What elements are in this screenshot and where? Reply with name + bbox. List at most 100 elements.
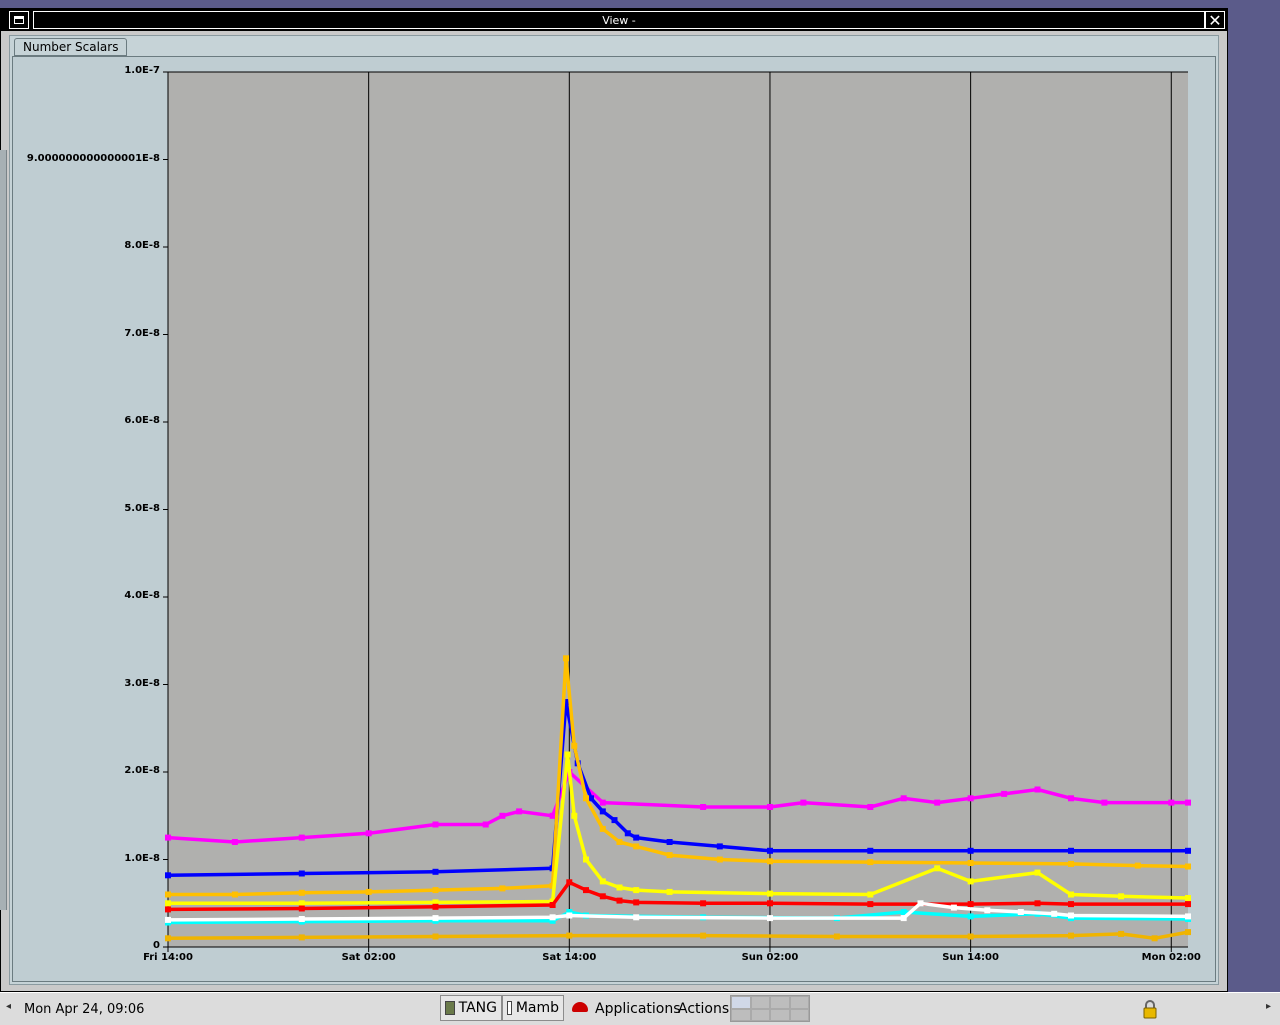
series-2-point — [633, 843, 639, 849]
workspace-pager[interactable] — [730, 995, 810, 1022]
series-0-point — [1035, 787, 1041, 793]
series-2-point — [165, 892, 171, 898]
applications-menu[interactable]: Applications — [595, 1001, 681, 1017]
window-menu-button[interactable] — [9, 11, 29, 29]
plot-area — [168, 72, 1188, 947]
series-3-point — [617, 885, 623, 891]
series-6-point — [767, 915, 773, 921]
series-2-point — [299, 890, 305, 896]
series-3-point — [633, 887, 639, 893]
y-tick-label: 7.0E-8 — [0, 328, 160, 339]
series-3-point — [667, 889, 673, 895]
series-4-point — [433, 904, 439, 910]
y-tick-label: 0 — [0, 940, 160, 951]
y-tick-label: 1.0E-8 — [0, 853, 160, 864]
y-tick-label: 8.0E-8 — [0, 240, 160, 251]
series-0-point — [767, 804, 773, 810]
series-6-point — [1018, 909, 1024, 915]
series-0-point — [299, 835, 305, 841]
series-0-point — [968, 795, 974, 801]
lock-icon[interactable] — [1143, 999, 1157, 1019]
y-tick-label: 1.0E-7 — [0, 65, 160, 76]
x-tick-label: Sun 14:00 — [931, 952, 1011, 963]
series-1-point — [165, 872, 171, 878]
series-4-point — [1185, 901, 1191, 907]
series-6-point — [918, 900, 924, 906]
task-button-tang[interactable]: TANG — [440, 995, 502, 1021]
taskbar-clock[interactable]: Mon Apr 24, 09:06 — [24, 1002, 144, 1017]
x-tick-label: Sat 14:00 — [529, 952, 609, 963]
chart-svg — [13, 57, 1215, 981]
series-2-point — [583, 795, 589, 801]
workspace-4[interactable] — [790, 996, 810, 1009]
series-0-point — [867, 804, 873, 810]
series-2-point — [667, 852, 673, 858]
view-window: View - ✕ Number Scalars 1.0E-7 9.00000000… — [0, 8, 1228, 992]
series-7-point — [1185, 929, 1191, 935]
series-0-point — [934, 800, 940, 806]
series-0-point — [901, 795, 907, 801]
series-4-point — [583, 887, 589, 893]
series-3-point — [299, 900, 305, 906]
series-0-point — [516, 808, 522, 814]
series-3-point — [565, 752, 571, 758]
series-0-point — [800, 800, 806, 806]
actions-menu[interactable]: Actions — [678, 1001, 729, 1017]
series-3-point — [934, 865, 940, 871]
series-1-point — [625, 830, 631, 836]
workspace-1[interactable] — [731, 996, 751, 1009]
series-7-point — [299, 934, 305, 940]
workspace-6[interactable] — [751, 1009, 771, 1022]
series-7-point — [1118, 931, 1124, 937]
series-4-point — [600, 893, 606, 899]
taskbar-right-arrow-icon[interactable]: ▸ — [1266, 1001, 1271, 1012]
tab-number-scalars[interactable]: Number Scalars — [14, 38, 127, 56]
series-6-point — [550, 914, 556, 920]
series-6-point — [433, 915, 439, 921]
series-3-point — [571, 813, 577, 819]
series-4-point — [767, 900, 773, 906]
series-2-point — [499, 885, 505, 891]
redhat-icon — [572, 1002, 588, 1012]
series-2-point — [433, 887, 439, 893]
series-2-point — [767, 858, 773, 864]
series-2-point — [563, 655, 569, 661]
workspace-5[interactable] — [731, 1009, 751, 1022]
series-0-point — [600, 800, 606, 806]
y-tick-label: 5.0E-8 — [0, 503, 160, 514]
window-titlebar[interactable]: View - ✕ — [1, 9, 1227, 31]
close-button[interactable]: ✕ — [1205, 11, 1225, 29]
series-4-point — [299, 906, 305, 912]
series-6-point — [901, 915, 907, 921]
series-2-point — [600, 826, 606, 832]
task-button-mamb[interactable]: Mamb — [502, 995, 564, 1021]
close-icon: ✕ — [1208, 11, 1221, 30]
series-1-point — [1185, 848, 1191, 854]
workspace-3[interactable] — [770, 996, 790, 1009]
series-0-point — [366, 830, 372, 836]
series-2-point — [717, 857, 723, 863]
workspace-2[interactable] — [751, 996, 771, 1009]
series-1-point — [633, 835, 639, 841]
series-1-point — [867, 848, 873, 854]
series-4-point — [700, 900, 706, 906]
y-tick-label: 3.0E-8 — [0, 678, 160, 689]
x-tick-label: Mon 02:00 — [1131, 952, 1211, 963]
x-tick-label: Sun 02:00 — [730, 952, 810, 963]
series-3-point — [1185, 895, 1191, 901]
series-0-point — [165, 835, 171, 841]
series-2-point — [968, 860, 974, 866]
series-1-point — [767, 848, 773, 854]
y-tick-label: 6.0E-8 — [0, 415, 160, 426]
window-content: Number Scalars 1.0E-7 9.000000000000001E-… — [9, 35, 1219, 985]
series-0-point — [1185, 800, 1191, 806]
x-tick-label: Fri 14:00 — [128, 952, 208, 963]
series-7-point — [165, 935, 171, 941]
series-2-point — [617, 839, 623, 845]
taskbar-left-arrow-icon[interactable]: ◂ — [6, 1001, 11, 1012]
workspace-7[interactable] — [770, 1009, 790, 1022]
workspace-8[interactable] — [790, 1009, 810, 1022]
series-3-point — [968, 878, 974, 884]
series-0-point — [483, 822, 489, 828]
series-5-point — [968, 913, 974, 919]
